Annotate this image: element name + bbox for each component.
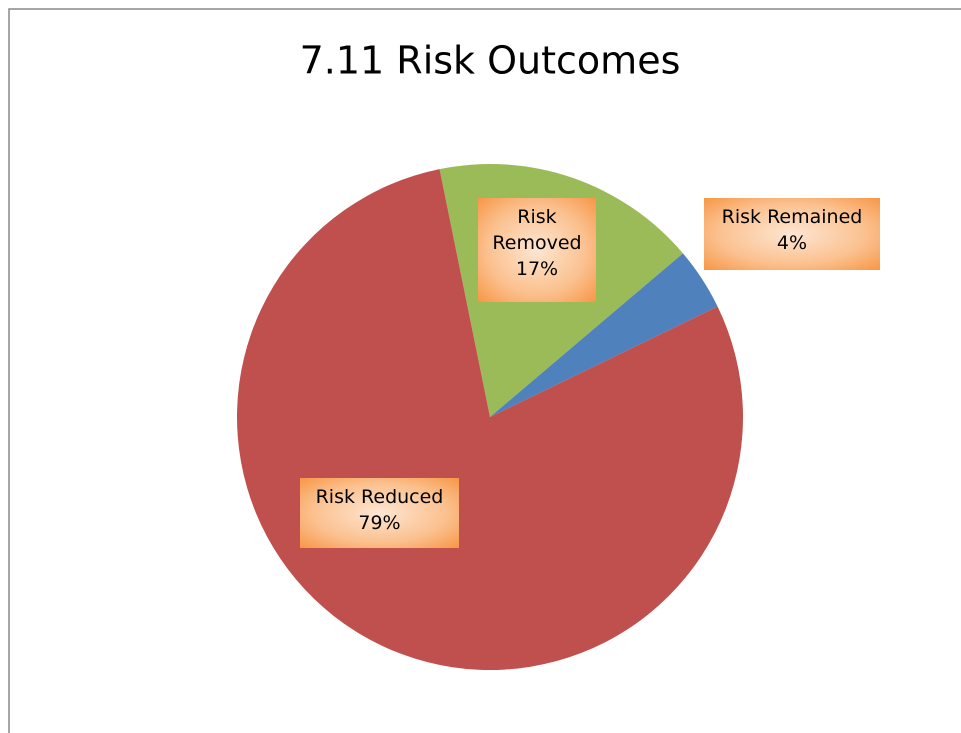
label-text: 4% (776, 232, 808, 254)
label-text: 79% (358, 512, 401, 534)
data-label: Risk Removed 17% (478, 198, 596, 302)
chart-title: 7.11 Risk Outcomes (300, 39, 681, 83)
data-label: Risk Reduced 79% (300, 478, 459, 548)
label-text: Risk Removed (492, 206, 582, 254)
data-label: Risk Remained 4% (704, 198, 880, 270)
label-text: Risk Remained (721, 206, 863, 228)
pie-slice (490, 253, 718, 417)
label-text: 17% (515, 258, 559, 280)
label-text: Risk Reduced (315, 486, 444, 508)
